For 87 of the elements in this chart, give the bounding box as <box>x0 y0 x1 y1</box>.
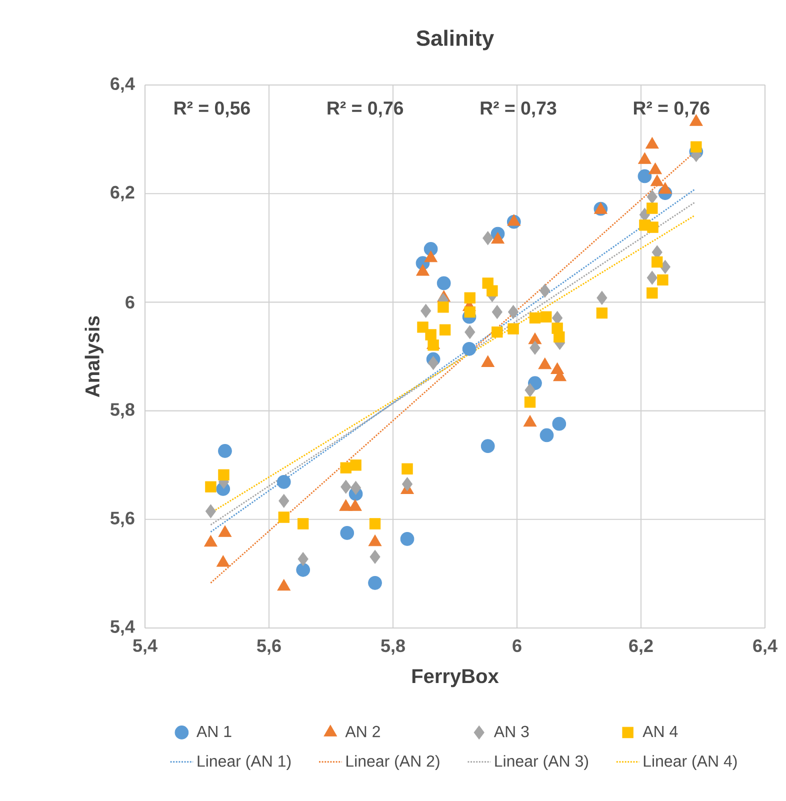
y-tick-label: 6,4 <box>110 77 135 93</box>
point <box>340 480 352 494</box>
point <box>646 190 658 204</box>
point <box>350 480 362 495</box>
point <box>596 307 608 319</box>
legend-label: AN 2 <box>345 726 380 738</box>
point <box>439 324 451 336</box>
point <box>508 305 519 319</box>
point <box>276 474 291 489</box>
point <box>205 504 216 518</box>
point <box>464 325 476 340</box>
x-tick-label: 6,2 <box>629 639 653 655</box>
point <box>298 552 308 566</box>
point <box>524 396 536 408</box>
point <box>369 518 381 530</box>
legend-label: Linear (AN 3) <box>495 755 588 770</box>
annotation: R² = 0,76 <box>328 101 404 118</box>
point <box>492 305 502 319</box>
point <box>530 340 540 355</box>
annotation: R² = 0,56 <box>174 101 250 118</box>
point <box>402 463 413 474</box>
x-tick-label: 5,4 <box>133 639 158 655</box>
x-axis-title: FerryBox <box>412 669 499 688</box>
point <box>218 444 232 458</box>
y-axis-title: Analysis <box>84 316 104 398</box>
point <box>464 306 476 318</box>
point <box>425 329 436 340</box>
point <box>464 292 476 304</box>
legend-label: Linear (AN 4) <box>644 755 737 770</box>
x-tick-label: 5,8 <box>381 639 405 655</box>
point <box>278 494 290 508</box>
annotation: R² = 0,73 <box>480 101 556 118</box>
point <box>297 518 309 530</box>
point <box>480 439 495 454</box>
point <box>508 323 519 334</box>
point <box>402 477 413 492</box>
y-tick-label: 5,4 <box>110 620 135 636</box>
point <box>552 416 566 431</box>
legend-label: AN 3 <box>494 726 529 738</box>
point <box>296 562 310 577</box>
point <box>462 342 476 356</box>
point <box>646 202 658 214</box>
point <box>340 462 352 474</box>
y-tick-label: 6 <box>126 296 134 309</box>
y-tick-label: 5,6 <box>110 512 134 528</box>
annotation: R² = 0,76 <box>634 101 710 118</box>
point <box>492 326 503 338</box>
point <box>652 256 663 268</box>
point <box>552 311 563 325</box>
point <box>646 287 658 299</box>
point <box>540 428 554 442</box>
point <box>596 290 608 305</box>
x-tick-label: 5,6 <box>257 639 281 655</box>
y-tick-label: 6,2 <box>110 186 134 202</box>
point <box>690 141 702 153</box>
point <box>350 459 362 471</box>
point <box>540 284 550 298</box>
point <box>438 301 449 313</box>
point <box>486 285 498 296</box>
point <box>638 169 652 184</box>
point <box>657 274 668 286</box>
x-tick-label: 6,4 <box>753 639 778 655</box>
point <box>436 276 451 290</box>
chart-title: Salinity <box>416 30 494 50</box>
point <box>278 512 290 523</box>
legend-label: Linear (AN 2) <box>346 755 440 770</box>
point <box>368 576 382 590</box>
point <box>420 304 432 318</box>
point <box>400 532 414 546</box>
point <box>647 222 658 233</box>
point <box>540 311 552 322</box>
point <box>428 356 439 370</box>
point <box>417 322 428 333</box>
point <box>340 526 354 540</box>
y-tick-label: 5,8 <box>110 403 134 418</box>
point <box>524 383 536 398</box>
point <box>482 231 494 246</box>
point <box>554 331 565 343</box>
legend-label: AN 4 <box>642 726 678 737</box>
point <box>370 550 380 564</box>
legend-label: Linear (AN 1) <box>198 755 291 770</box>
x-tick-label: 6 <box>512 639 522 652</box>
point <box>529 312 541 324</box>
legend-label: AN 1 <box>196 726 232 737</box>
point <box>218 469 230 480</box>
point <box>646 270 658 285</box>
point <box>205 481 216 492</box>
